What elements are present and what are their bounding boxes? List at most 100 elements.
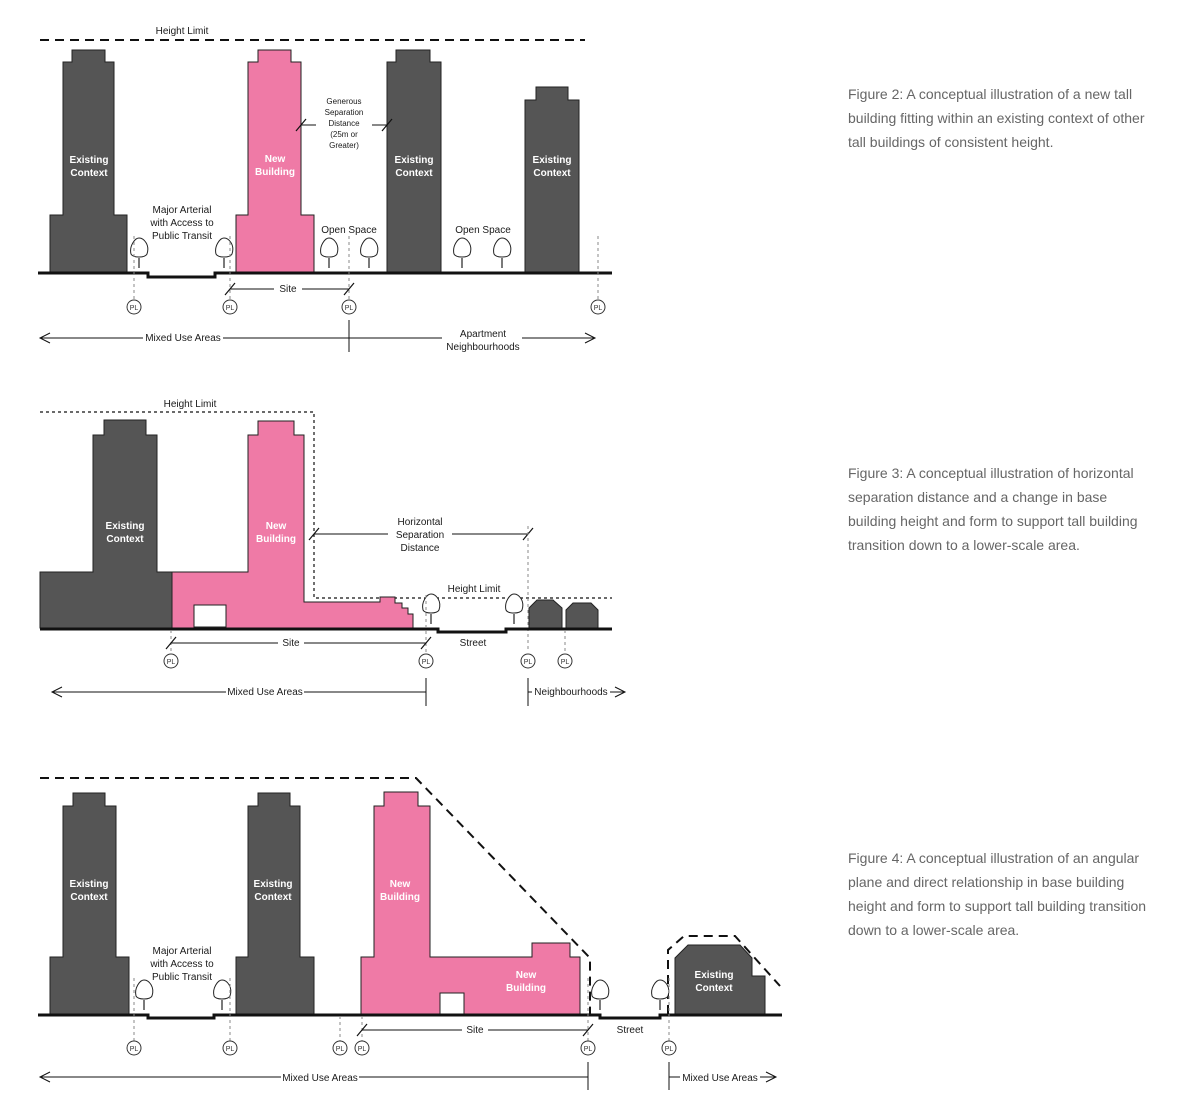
arrow-left-icon [38,332,51,344]
existing-label-2b: Context [254,892,292,903]
new-building-label-a: New [390,879,411,890]
existing-building-2 [386,49,442,273]
pl-label: PL [584,1046,593,1053]
tree-icon [130,237,149,269]
zone-label-bg [281,1070,359,1084]
pl-label: PL [524,659,533,666]
pl-label: PL [336,1046,345,1053]
zone-label-bg [143,331,223,345]
figure-2: Height Limit Existing Context New Buildi… [38,26,612,354]
separation-label-3: Distance [328,119,360,128]
dimension-tick [381,118,393,132]
arrow-right-icon [765,1071,778,1083]
entrance-door [439,992,465,1015]
existing-building-2 [235,792,315,1015]
separation-label-bg [388,514,452,554]
mixed-use-label-1: Mixed Use Areas [282,1073,358,1084]
dimension-tick [224,282,236,296]
site-label-bg [274,282,302,294]
tree-icon [591,979,610,1011]
mixed-use-label: Mixed Use Areas [227,687,303,698]
height-limit-label: Height Limit [156,26,209,37]
new-building-base-label-b: Building [506,983,546,994]
new-building-label-b: Building [256,534,296,545]
dimension-tick [295,118,307,132]
property-lines [133,236,599,300]
separation-label-bg [316,94,372,152]
open-space-label-1: Open Space [321,225,377,236]
separation-label-2: Separation [396,530,444,541]
street-label: Street [460,638,487,649]
tree-icon [320,237,339,269]
arterial-label-1: Major Arterial [153,946,212,957]
height-limit-profile [40,411,612,599]
figure-4-caption: Figure 4: A conceptual illustration of a… [848,850,1147,938]
existing-label-3b: Context [533,168,571,179]
arterial-label-2: with Access to [149,959,214,970]
new-building [171,420,414,629]
ground-line [38,1013,782,1020]
separation-label-1: Generous [326,97,361,106]
site-label-bg [278,636,304,648]
pl-label: PL [422,659,431,666]
height-limit-label-1: Height Limit [164,399,217,410]
arterial-label-3: Public Transit [152,972,212,983]
existing-label-b: Context [106,534,144,545]
apartment-label-1: Apartment [460,329,506,340]
arrow-right-icon [614,686,627,698]
arrow-left-icon [50,686,63,698]
pl-label: PL [130,1046,139,1053]
height-limit-label-2: Height Limit [448,584,501,595]
new-building [360,791,581,1015]
planning-diagrams: Height Limit Existing Context New Buildi… [38,26,782,1090]
arrow-left-icon [38,1071,51,1083]
pl-label: PL [561,659,570,666]
angular-plane [40,777,591,1015]
tree-icon [422,593,441,625]
mixed-use-label: Mixed Use Areas [145,333,221,344]
figure-3: Height Limit Height Limit Existing Conte… [39,399,627,706]
pl-label: PL [358,1046,367,1053]
zone-label-bg [680,1070,760,1084]
separation-label-5: Greater) [329,141,359,150]
ground-line [38,271,612,279]
existing-label-2b: Context [395,168,433,179]
open-space-label-2: Open Space [455,225,511,236]
new-building-label-a: New [266,521,287,532]
figure-2-caption: Figure 2: A conceptual illustration of a… [848,86,1145,150]
ground-line [40,627,612,634]
existing-building-3 [524,86,580,273]
existing-building-1 [49,49,128,273]
property-lines [133,978,670,1042]
arterial-label-1: Major Arterial [153,205,212,216]
pl-label: PL [226,305,235,312]
existing-label-2a: Existing [254,879,293,890]
tree-icon [360,237,379,269]
arterial-label-3: Public Transit [152,231,212,242]
tree-icon [505,593,524,625]
entrance-door [193,604,227,628]
dimension-tick [343,282,355,296]
low-rise-house-2 [565,602,599,629]
dimension-tick [308,527,320,541]
apartment-label-2: Neighbourhoods [446,342,519,353]
pl-label: PL [130,305,139,312]
dimension-tick [165,636,177,650]
arrow-right-icon [584,332,597,344]
existing-label-1a: Existing [70,155,109,166]
dimension-tick [420,636,432,650]
zone-label-bg [532,685,610,699]
dimension-tick [356,1023,368,1037]
existing-label-a: Existing [106,521,145,532]
pl-label: PL [226,1046,235,1053]
tree-icon [651,979,670,1011]
pl-label: PL [665,1046,674,1053]
existing-label-1a: Existing [70,879,109,890]
tree-icon [213,979,232,1011]
site-label: Site [279,284,297,295]
pl-label: PL [594,305,603,312]
new-building [235,49,315,273]
separation-label-4: (25m or [330,130,358,139]
existing-building-3 [674,944,766,1015]
tree-icon [453,237,472,269]
